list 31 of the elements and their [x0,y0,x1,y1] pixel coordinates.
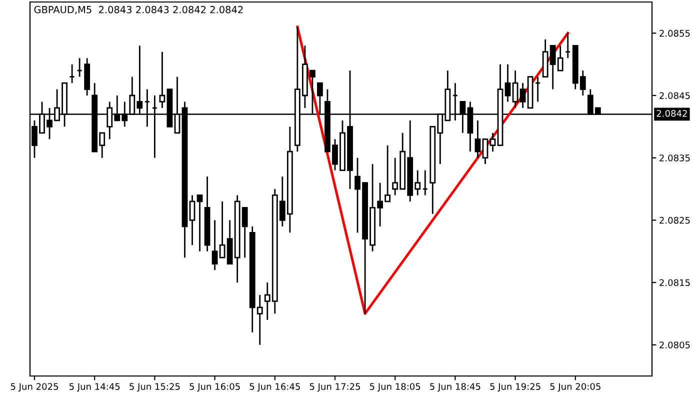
y-tick-label: 2.0835 [660,154,690,162]
candlestick [504,64,511,102]
candlestick [474,120,481,159]
x-tick-label: 5 Jun 19:25 [490,383,540,392]
x-tick-label: 5 Jun 18:05 [370,383,420,392]
candlestick [196,194,203,252]
x-tick-label: 5 Jun 16:05 [190,383,240,392]
y-tick-label: 2.0825 [660,216,690,224]
candlestick [159,51,166,109]
x-tick-label: 5 Jun 14:45 [70,383,120,392]
candlestick [512,70,518,109]
candlestick [490,132,496,152]
x-tick-label: 5 Jun 17:25 [310,383,360,392]
chart-title: GBPAUD,M5 2.0843 2.0843 2.0842 2.0842 [34,6,243,14]
candlestick [564,32,571,59]
x-tick-label: 5 Jun 2025 [10,383,58,392]
x-tick-label: 5 Jun 16:45 [250,383,300,392]
y-tick-label: 2.0805 [660,342,690,348]
ref-line-label: 2.0842 [656,110,687,117]
candlestick [189,194,196,246]
y-tick-label: 2.0855 [660,30,690,37]
candlestick [520,82,526,109]
x-tick-label: 5 Jun 18:45 [430,383,480,392]
x-tick-label: 5 Jun 20:05 [550,383,600,392]
y-tick-label: 2.0815 [660,279,690,286]
candlestick [76,57,83,78]
candlestick [212,219,218,271]
candlestick [482,138,488,165]
x-tick-label: 5 Jun 15:25 [130,383,180,392]
y-tick-label: 2.0845 [660,92,690,100]
candlestick [69,64,76,84]
